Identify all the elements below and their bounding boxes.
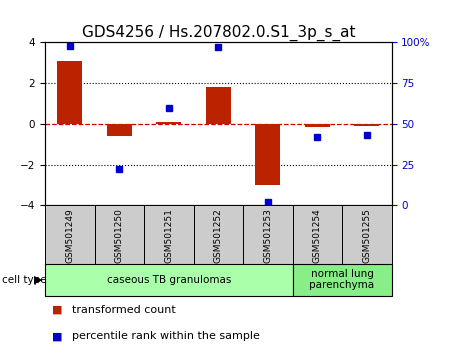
- Bar: [256, 124, 280, 185]
- Bar: [107, 124, 131, 136]
- Text: GSM501249: GSM501249: [65, 208, 74, 263]
- Bar: [157, 122, 181, 124]
- Text: ■: ■: [52, 331, 62, 341]
- Bar: [206, 87, 230, 124]
- Bar: [355, 124, 379, 126]
- Bar: [194, 205, 243, 264]
- Bar: [58, 61, 82, 124]
- Bar: [94, 205, 144, 264]
- Title: GDS4256 / Hs.207802.0.S1_3p_s_at: GDS4256 / Hs.207802.0.S1_3p_s_at: [81, 25, 355, 41]
- Text: ▶: ▶: [34, 275, 42, 285]
- Text: GSM501251: GSM501251: [164, 208, 173, 263]
- Bar: [45, 264, 292, 296]
- Text: percentile rank within the sample: percentile rank within the sample: [72, 331, 260, 341]
- Text: GSM501253: GSM501253: [263, 208, 272, 263]
- Bar: [292, 205, 342, 264]
- Text: GSM501250: GSM501250: [115, 208, 124, 263]
- Text: ■: ■: [52, 305, 62, 315]
- Bar: [292, 264, 392, 296]
- Text: cell type: cell type: [2, 275, 47, 285]
- Text: caseous TB granulomas: caseous TB granulomas: [107, 275, 231, 285]
- Bar: [342, 205, 392, 264]
- Text: transformed count: transformed count: [72, 305, 176, 315]
- Text: GSM501254: GSM501254: [313, 208, 322, 263]
- Bar: [305, 124, 329, 127]
- Text: GSM501255: GSM501255: [362, 208, 371, 263]
- Text: normal lung
parenchyma: normal lung parenchyma: [310, 269, 374, 291]
- Bar: [144, 205, 194, 264]
- Bar: [243, 205, 292, 264]
- Bar: [45, 205, 94, 264]
- Text: GSM501252: GSM501252: [214, 208, 223, 263]
